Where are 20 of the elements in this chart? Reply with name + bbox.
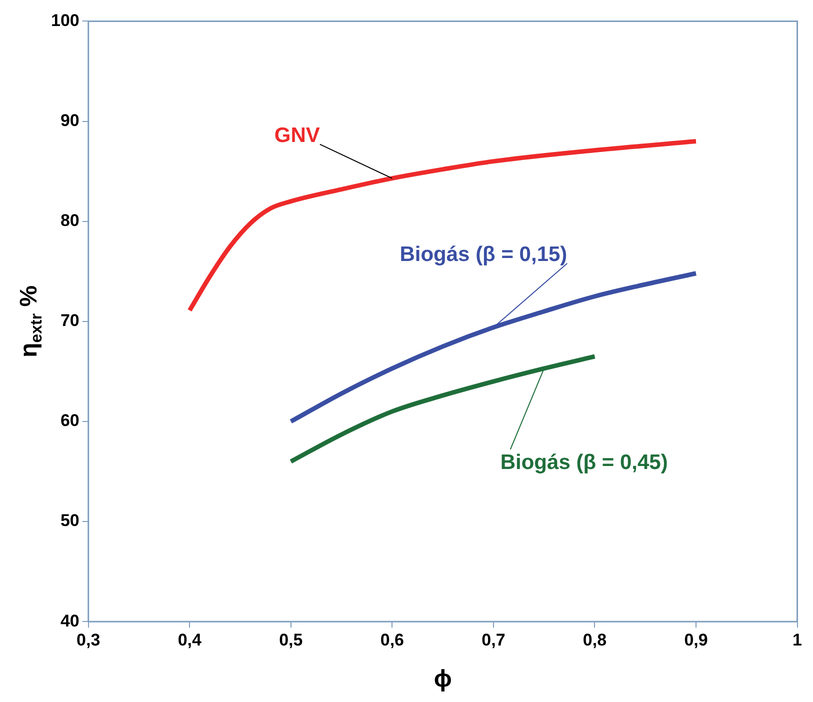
x-tick-label: 0,3 — [76, 630, 100, 650]
text: Biogás (β = 0,45) — [500, 451, 668, 474]
x-tick-label: 0,9 — [684, 630, 708, 650]
x-tick-label: 1 — [792, 630, 802, 650]
y-tick-label: 90 — [60, 110, 80, 130]
x-tick-label: 0,4 — [178, 630, 202, 650]
x-tick-label: 0,8 — [582, 630, 607, 650]
x-tick-label: 0,6 — [380, 630, 404, 650]
x-tick-label: 0,5 — [279, 630, 303, 650]
y-tick-label: 80 — [60, 211, 80, 230]
y-axis-title: ηextr % — [16, 285, 46, 358]
x-tick-label: 0,7 — [482, 630, 506, 650]
text: GNV — [274, 124, 320, 148]
y-tick-label: 60 — [60, 411, 80, 430]
y-tick-label: 50 — [60, 511, 80, 530]
y-tick-label: 100 — [50, 10, 80, 30]
y-tick-label: 70 — [60, 311, 80, 330]
series-label: Biogás (β = 0,15) — [400, 243, 568, 266]
y-tick-label: 40 — [60, 611, 80, 630]
x-axis-title: ϕ — [434, 666, 452, 693]
